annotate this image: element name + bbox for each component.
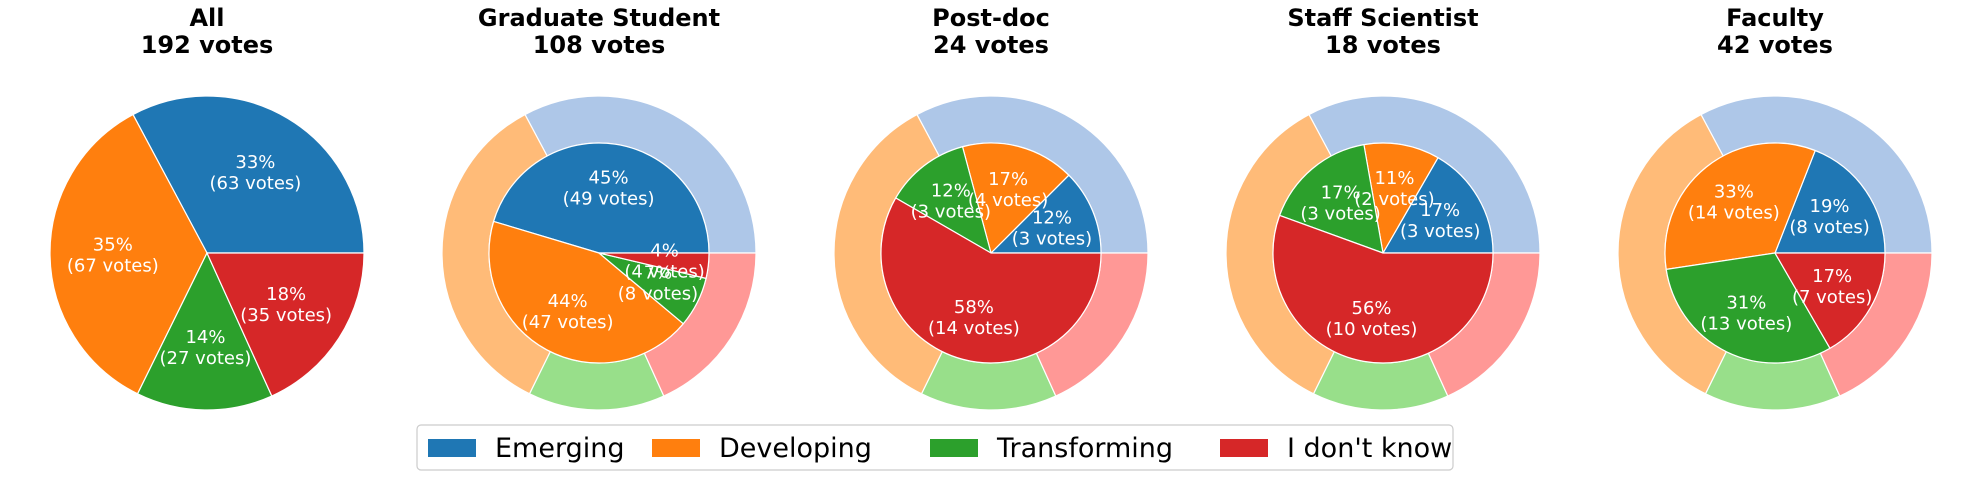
panel-title-all: All <box>189 4 224 32</box>
legend-label-i-don-t-know: I don't know <box>1287 433 1452 464</box>
pie-wedge-transforming <box>136 251 273 411</box>
legend-swatch-developing <box>652 439 700 457</box>
pie-wedge-emerging <box>989 174 1102 254</box>
pie-wedge-developing <box>49 113 208 395</box>
legend-label-transforming: Transforming <box>996 433 1173 464</box>
panel-title-graduate-student: Graduate Student <box>478 4 720 32</box>
slice-label-emerging: 45% (49 votes) <box>563 168 655 210</box>
panel-vote-total-staff-scientist: 18 votes <box>1325 31 1441 59</box>
pie-wedge-developing <box>961 142 1070 255</box>
pie-wedge-developing <box>1664 142 1816 271</box>
legend-swatch-transforming <box>930 439 978 457</box>
legend-label-developing: Developing <box>719 433 872 464</box>
pie-wedge-i-don-t-know <box>598 252 710 280</box>
slice-label-i-don-t-know: 58% (14 votes) <box>928 297 1020 339</box>
slice-label-transforming: 17% (3 votes) <box>1300 182 1380 224</box>
slice-label-transforming: 12% (3 votes) <box>911 181 991 223</box>
pie-wedge-transforming <box>894 146 992 255</box>
slice-label-emerging: 17% (3 votes) <box>1400 200 1480 242</box>
slice-label-developing: 11% (2 votes) <box>1354 168 1434 210</box>
legend: Emerging Developing Transforming I don't kn… <box>416 424 1454 471</box>
pie-wedge-i-don-t-know <box>1773 252 1886 350</box>
slice-label-i-don-t-know: 18% (35 votes) <box>240 284 332 326</box>
panel-vote-total-faculty: 42 votes <box>1717 31 1833 59</box>
legend-label-emerging: Emerging <box>495 433 625 464</box>
panel-title-staff-scientist: Staff Scientist <box>1287 4 1478 32</box>
slice-label-i-don-t-know: 4% (4 votes) <box>624 241 704 283</box>
panel-title-faculty: Faculty <box>1726 4 1824 32</box>
slice-label-developing: 33% (14 votes) <box>1688 181 1780 223</box>
slice-label-transforming: 14% (27 votes) <box>160 327 252 369</box>
slice-label-developing: 44% (47 votes) <box>522 291 614 333</box>
panel-vote-total-post-doc: 24 votes <box>933 31 1049 59</box>
slice-label-emerging: 33% (63 votes) <box>209 152 301 194</box>
pie-wedge-emerging <box>1774 149 1886 254</box>
pie-wedge-i-don-t-know <box>880 197 1102 364</box>
pie-wedge-emerging <box>492 142 710 254</box>
panel-vote-total-graduate-student: 108 votes <box>533 31 666 59</box>
panel-title-post-doc: Post-doc <box>932 4 1050 32</box>
panel-vote-total-all: 192 votes <box>141 31 274 59</box>
pie-wedge-transforming <box>1665 252 1831 364</box>
slice-label-developing: 35% (67 votes) <box>67 235 159 277</box>
pie-wedge-developing <box>1363 142 1439 255</box>
legend-swatch-i-don-t-know <box>1220 439 1268 457</box>
pie-wedge-i-don-t-know <box>1272 214 1494 364</box>
slice-label-emerging: 12% (3 votes) <box>1012 208 1092 250</box>
pie-wedge-emerging <box>1381 156 1494 254</box>
legend-swatch-emerging <box>428 439 476 457</box>
slice-label-i-don-t-know: 17% (7 votes) <box>1792 266 1872 308</box>
pie-wedge-transforming <box>1278 143 1384 254</box>
pie-wedge-i-don-t-know <box>206 252 365 397</box>
slice-label-transforming: 31% (13 votes) <box>1700 292 1792 334</box>
slice-label-transforming: 7% (8 votes) <box>618 263 698 305</box>
slice-label-developing: 17% (4 votes) <box>968 169 1048 211</box>
pie-wedge-emerging <box>132 95 365 254</box>
slice-label-i-don-t-know: 56% (10 votes) <box>1326 298 1418 340</box>
slice-label-emerging: 19% (8 votes) <box>1789 196 1869 238</box>
pie-wedge-developing <box>488 220 685 364</box>
